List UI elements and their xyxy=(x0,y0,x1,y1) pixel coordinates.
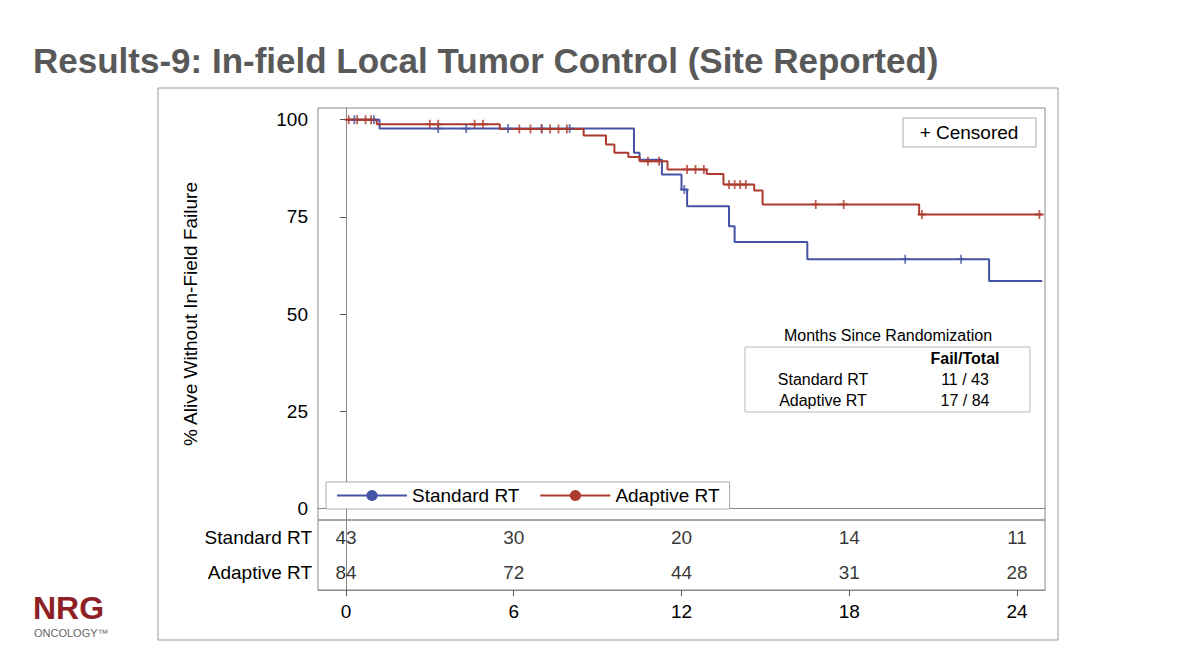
svg-text:Months Since Randomization: Months Since Randomization xyxy=(784,327,992,344)
svg-text:84: 84 xyxy=(335,562,357,583)
svg-text:11 / 43: 11 / 43 xyxy=(941,371,989,388)
svg-text:100: 100 xyxy=(276,109,308,130)
svg-text:18: 18 xyxy=(839,601,860,622)
svg-text:Standard RT: Standard RT xyxy=(778,371,869,388)
svg-text:44: 44 xyxy=(671,562,693,583)
svg-text:NRG: NRG xyxy=(33,590,104,626)
svg-text:24: 24 xyxy=(1006,601,1028,622)
svg-text:Fail/Total: Fail/Total xyxy=(930,350,999,367)
svg-text:43: 43 xyxy=(335,527,356,548)
svg-text:Adaptive RT: Adaptive RT xyxy=(208,562,313,583)
svg-text:20: 20 xyxy=(671,527,692,548)
svg-text:12: 12 xyxy=(671,601,692,622)
svg-text:Adaptive RT: Adaptive RT xyxy=(779,392,867,409)
svg-text:Standard RT: Standard RT xyxy=(412,485,520,506)
svg-text:0: 0 xyxy=(341,601,352,622)
svg-text:72: 72 xyxy=(503,562,524,583)
svg-text:50: 50 xyxy=(287,304,308,325)
svg-text:+ Censored: + Censored xyxy=(920,122,1019,143)
svg-text:14: 14 xyxy=(839,527,861,548)
svg-text:17 / 84: 17 / 84 xyxy=(941,392,990,409)
svg-text:Results-9: In-field Local Tumo: Results-9: In-field Local Tumor Control … xyxy=(33,41,939,80)
svg-text:ONCOLOGY™: ONCOLOGY™ xyxy=(34,627,109,639)
svg-text:30: 30 xyxy=(503,527,524,548)
svg-text:Adaptive RT: Adaptive RT xyxy=(615,485,720,506)
svg-text:6: 6 xyxy=(508,601,519,622)
svg-text:0: 0 xyxy=(297,498,308,519)
svg-text:Standard RT: Standard RT xyxy=(205,527,313,548)
svg-text:28: 28 xyxy=(1006,562,1027,583)
svg-text:75: 75 xyxy=(287,206,308,227)
svg-text:31: 31 xyxy=(839,562,860,583)
svg-text:25: 25 xyxy=(287,401,308,422)
svg-text:11: 11 xyxy=(1007,527,1027,548)
svg-text:% Alive Without In-Field Failu: % Alive Without In-Field Failure xyxy=(180,182,201,446)
